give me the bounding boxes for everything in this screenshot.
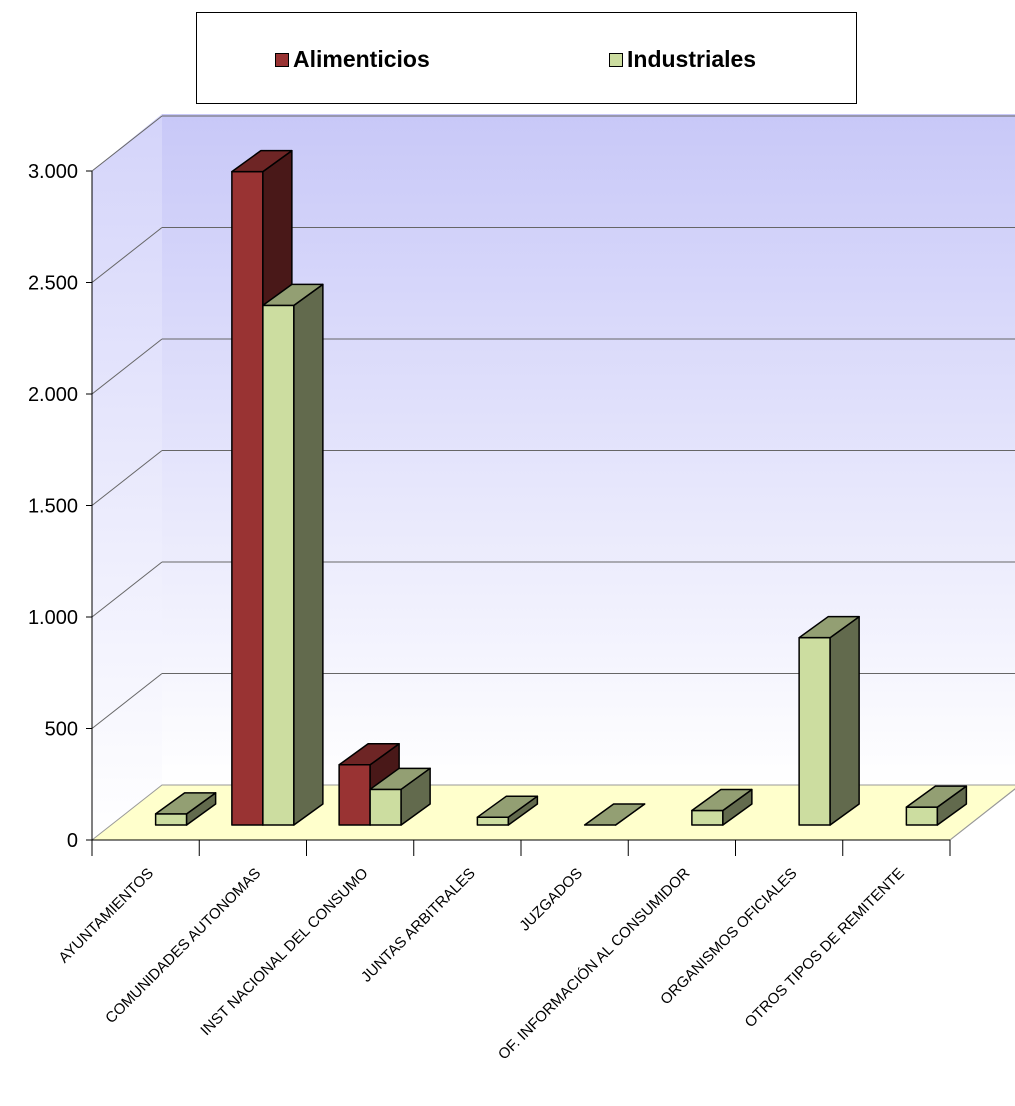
bar-industriales-0 [154, 792, 217, 826]
bar-alimenticios-1-front [231, 170, 264, 826]
bar-alimenticios-2-front [338, 764, 371, 826]
gridline-diagonal [91, 450, 163, 506]
gridline-diagonal [91, 115, 163, 172]
y-tick-label: 2.500 [28, 273, 78, 295]
x-tick-label: OF. INFORMACIÓN AL CONSUMIDOR [495, 865, 694, 1064]
gridline-diagonal [91, 227, 163, 283]
gridline-diagonal [91, 673, 163, 729]
y-tick-label: 1.000 [28, 607, 78, 629]
x-tick-label: JUZGADOS [516, 865, 586, 935]
bar-industriales-3-top [476, 795, 539, 818]
bar-industriales-6-top [798, 615, 860, 639]
x-tick-label: INST NACIONAL DEL CONSUMO [197, 865, 371, 1039]
y-tick-label: 2.000 [28, 384, 78, 406]
bar-industriales-5 [691, 788, 753, 826]
legend-item-industriales: Industriales [609, 46, 756, 73]
bar-industriales-2 [369, 767, 431, 826]
x-tick-label: AYUNTAMIENTOS [55, 865, 157, 967]
y-tick-label: 3.000 [28, 161, 78, 183]
bar-industriales-1 [262, 283, 324, 826]
bar-industriales-4 [583, 803, 646, 826]
bar-alimenticios-2-top [338, 743, 400, 766]
bar-alimenticios-1-top [231, 149, 293, 173]
x-tick-label: JUNTAS ARBITRALES [358, 865, 479, 986]
bar-industriales-2-top [369, 767, 431, 791]
legend-item-alimenticios: Alimenticios [275, 46, 430, 73]
bar-industriales-2-front [369, 788, 402, 826]
gridline-diagonal [91, 561, 163, 618]
bar-industriales-6 [798, 615, 860, 826]
bar-industriales-7-top [905, 785, 968, 808]
bar-industriales-6-side [829, 615, 860, 826]
bar-industriales-5-front [691, 809, 724, 826]
y-tick-label: 1.500 [28, 496, 78, 518]
bar-industriales-0-top [154, 792, 217, 815]
floor [90, 784, 1015, 841]
plot-walls [90, 114, 1015, 841]
bar-industriales-1-side [293, 283, 324, 826]
bar-industriales-1-top [262, 283, 324, 307]
bar-industriales-4-top [583, 803, 646, 826]
floor-edge [949, 788, 1015, 841]
bar-industriales-0-front [154, 813, 188, 826]
bar-industriales-5-top [691, 788, 753, 812]
legend: Alimenticios Industriales [196, 12, 857, 104]
side-wall [92, 114, 162, 840]
bar-industriales-1-front [262, 304, 295, 826]
bar-industriales-3-front [476, 816, 510, 826]
legend-swatch-alimenticios [275, 52, 289, 67]
bar-industriales-3 [476, 795, 539, 826]
y-tick-label: 500 [45, 719, 78, 741]
legend-swatch-industriales [609, 52, 623, 67]
legend-label-industriales: Industriales [627, 46, 757, 72]
legend-label-alimenticios: Alimenticios [293, 46, 430, 72]
bar-industriales-7-front [905, 806, 939, 826]
bars [154, 149, 968, 826]
gridline-diagonal [91, 338, 163, 395]
bar-industriales-6-front [798, 636, 831, 826]
bar-industriales-7 [905, 785, 968, 826]
y-tick-label: 0 [67, 830, 78, 852]
